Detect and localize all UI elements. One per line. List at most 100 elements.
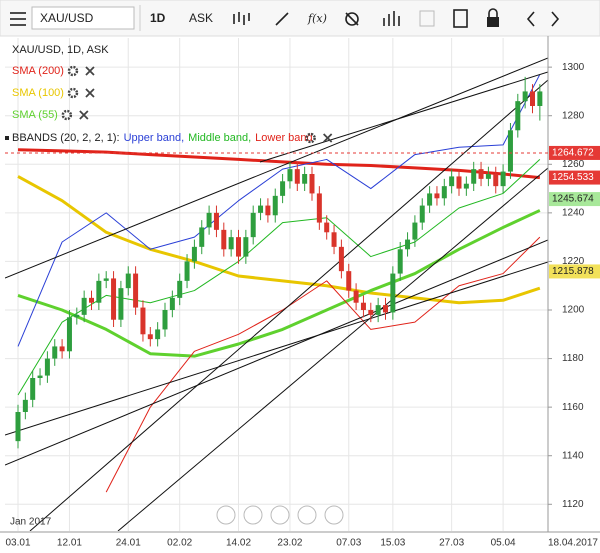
- candle-body: [368, 310, 374, 315]
- zoom-out[interactable]: [243, 505, 263, 525]
- settings-icon[interactable]: [67, 65, 79, 77]
- indicator-line: [105, 236, 541, 493]
- calendar-button[interactable]: [419, 10, 435, 27]
- candle-body: [456, 176, 462, 189]
- candle-body: [103, 278, 109, 281]
- remove-icon[interactable]: [79, 110, 89, 120]
- chart-type-button[interactable]: [233, 12, 250, 25]
- y-tick-label: 1200: [562, 305, 585, 316]
- forward-button[interactable]: [551, 11, 560, 27]
- candle-body: [118, 288, 124, 320]
- zoom-in[interactable]: [297, 505, 317, 525]
- remove-icon[interactable]: [85, 88, 95, 98]
- nav-right[interactable]: [324, 505, 344, 525]
- legend-entry: BBANDS (20, 2, 2, 1): Upper band, Middle b…: [12, 132, 313, 144]
- candle-body: [522, 91, 528, 102]
- candle-body: [353, 290, 359, 303]
- candle-body: [228, 237, 234, 250]
- trendline: [117, 167, 548, 531]
- price-marker-label: 1254.533: [552, 172, 594, 183]
- candle-body: [500, 171, 506, 187]
- nav-left[interactable]: [216, 505, 236, 525]
- candle-body: [89, 297, 94, 303]
- candle-body: [441, 186, 447, 199]
- candle-body: [15, 412, 21, 442]
- y-tick-label: 1300: [562, 62, 585, 73]
- candle-body: [471, 169, 477, 184]
- remove-icon[interactable]: [323, 133, 333, 143]
- y-tick-label: 1240: [562, 207, 585, 218]
- price-marker-label: 1245.674: [552, 194, 594, 205]
- plot: [5, 57, 548, 531]
- candle-body: [405, 239, 411, 250]
- settings-icon[interactable]: [61, 109, 73, 121]
- candle-body: [287, 169, 293, 182]
- settings-icon[interactable]: [305, 132, 316, 144]
- price-marker: [549, 145, 600, 160]
- trendline: [5, 261, 548, 436]
- price-marker-label: 1215.878: [552, 266, 594, 277]
- candle-body: [66, 317, 72, 352]
- settings-icon[interactable]: [67, 87, 79, 99]
- x-tick-label: 24.01: [116, 538, 141, 549]
- candle-body: [309, 174, 315, 194]
- y-tick-label: 1260: [562, 159, 585, 170]
- candle-body: [485, 174, 491, 179]
- trendline: [5, 57, 548, 279]
- price-marker: [549, 264, 600, 279]
- magnet-button[interactable]: [345, 12, 359, 26]
- candle-body: [493, 174, 499, 187]
- candle-body: [59, 346, 65, 352]
- candle-body: [272, 195, 278, 216]
- candle-body: [169, 297, 175, 310]
- end-date: 18.04.2017: [548, 538, 598, 549]
- nav-reset[interactable]: [270, 505, 290, 525]
- y-tick-label: 1160: [562, 402, 584, 413]
- lock-button[interactable]: [487, 8, 499, 27]
- candle-body: [133, 273, 139, 308]
- price-marker: [549, 192, 600, 207]
- x-tick-label: 03.01: [5, 538, 30, 549]
- price-marker: [549, 170, 600, 185]
- legend-entry: SMA (200): [12, 65, 64, 77]
- bars-button[interactable]: [383, 11, 400, 26]
- indicator-line: [17, 74, 541, 347]
- candle-body: [22, 399, 28, 412]
- side[interactable]: ASK: [189, 11, 213, 25]
- x-tick-label: 27.03: [439, 538, 464, 549]
- legend-entry: SMA (55): [12, 109, 58, 121]
- candle-body: [478, 169, 484, 179]
- x-tick-label: 07.03: [336, 538, 361, 549]
- x-tick-label: 14.02: [226, 538, 251, 549]
- candle-body: [463, 183, 469, 189]
- candle-body: [280, 181, 286, 196]
- draw-button[interactable]: [275, 12, 289, 26]
- trendline: [29, 79, 548, 531]
- candle-body: [383, 305, 388, 313]
- candle-body: [412, 222, 418, 240]
- x-tick-label: 02.02: [167, 538, 192, 549]
- candle-body: [360, 302, 366, 310]
- chart-title: XAU/USD, 1D, ASK: [12, 44, 109, 56]
- back-button[interactable]: [526, 11, 535, 27]
- candle-body: [530, 91, 535, 106]
- interval[interactable]: 1D: [150, 11, 166, 25]
- candle-body: [52, 346, 58, 359]
- candle-body: [302, 174, 308, 184]
- price-marker-label: 1264.672: [552, 148, 594, 159]
- candle-body: [507, 130, 513, 172]
- candle-body: [346, 271, 352, 291]
- remove-icon[interactable]: [85, 66, 95, 76]
- menu-button[interactable]: [10, 12, 26, 26]
- candle-body: [390, 273, 396, 313]
- calculator-button[interactable]: [453, 9, 468, 28]
- symbol-box[interactable]: [31, 6, 135, 30]
- candle-body: [316, 193, 322, 223]
- candle-body: [96, 280, 102, 303]
- legend-entry: Middle band,: [188, 132, 251, 144]
- candle-body: [427, 193, 433, 206]
- candle-body: [30, 378, 36, 400]
- candle-body: [397, 249, 403, 274]
- indicators-button[interactable]: f(x): [307, 12, 327, 25]
